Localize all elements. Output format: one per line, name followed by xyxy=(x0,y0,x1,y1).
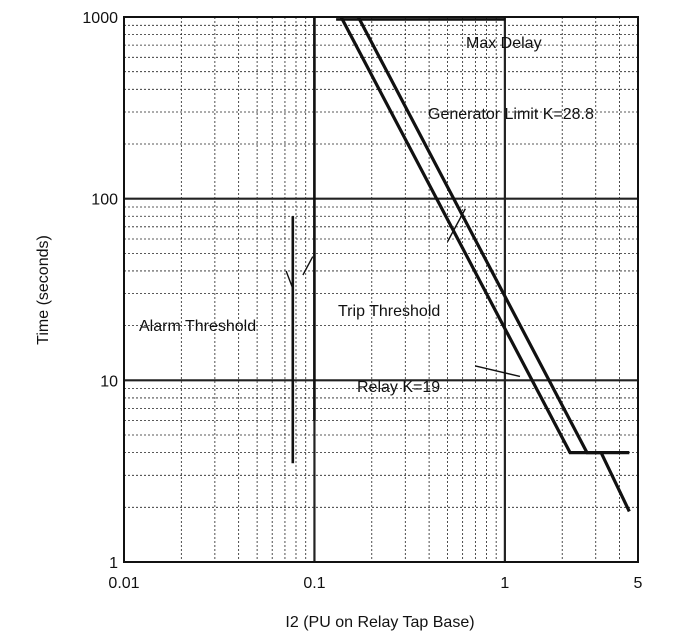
annotation-max-delay: Max Delay xyxy=(466,35,542,52)
y-tick-label: 1000 xyxy=(82,10,118,27)
series-relay xyxy=(339,16,630,455)
annotation-trip-threshold: Trip Threshold xyxy=(338,303,440,320)
x-tick-label: 1 xyxy=(500,575,509,592)
annotation-alarm-threshold: Alarm Threshold xyxy=(139,318,256,335)
series-lines xyxy=(291,16,631,513)
annotation-generator-limit: Generator Limit K=28.8 xyxy=(428,106,594,123)
plot-frame xyxy=(123,16,639,563)
minor-gridlines xyxy=(124,17,639,562)
y-axis-title: Time (seconds) xyxy=(35,235,52,345)
major-gridlines xyxy=(124,17,638,562)
y-tick-label: 100 xyxy=(91,192,118,209)
annotation-leader-line xyxy=(302,256,314,276)
x-tick-label: 0.01 xyxy=(108,575,139,592)
y-tick-label: 1 xyxy=(109,555,118,572)
x-tick-label: 0.1 xyxy=(303,575,325,592)
y-tick-label: 10 xyxy=(100,373,118,390)
annotation-leaders xyxy=(285,208,521,378)
x-tick-label: 5 xyxy=(634,575,643,592)
annotation-leader-line xyxy=(285,270,294,289)
series-generator-limit xyxy=(356,16,631,513)
y-tick-labels: 1 10 100 1000 xyxy=(82,10,118,572)
x-axis-title: I2 (PU on Relay Tap Base) xyxy=(285,614,474,631)
x-tick-labels: 0.01 0.1 1 5 xyxy=(108,575,642,592)
annotation-leader-line xyxy=(475,365,521,378)
annotations: Max Delay Generator Limit K=28.8 Trip Th… xyxy=(139,35,594,396)
annotation-relay: Relay K=19 xyxy=(357,379,440,396)
annotation-leader-line xyxy=(446,208,466,242)
